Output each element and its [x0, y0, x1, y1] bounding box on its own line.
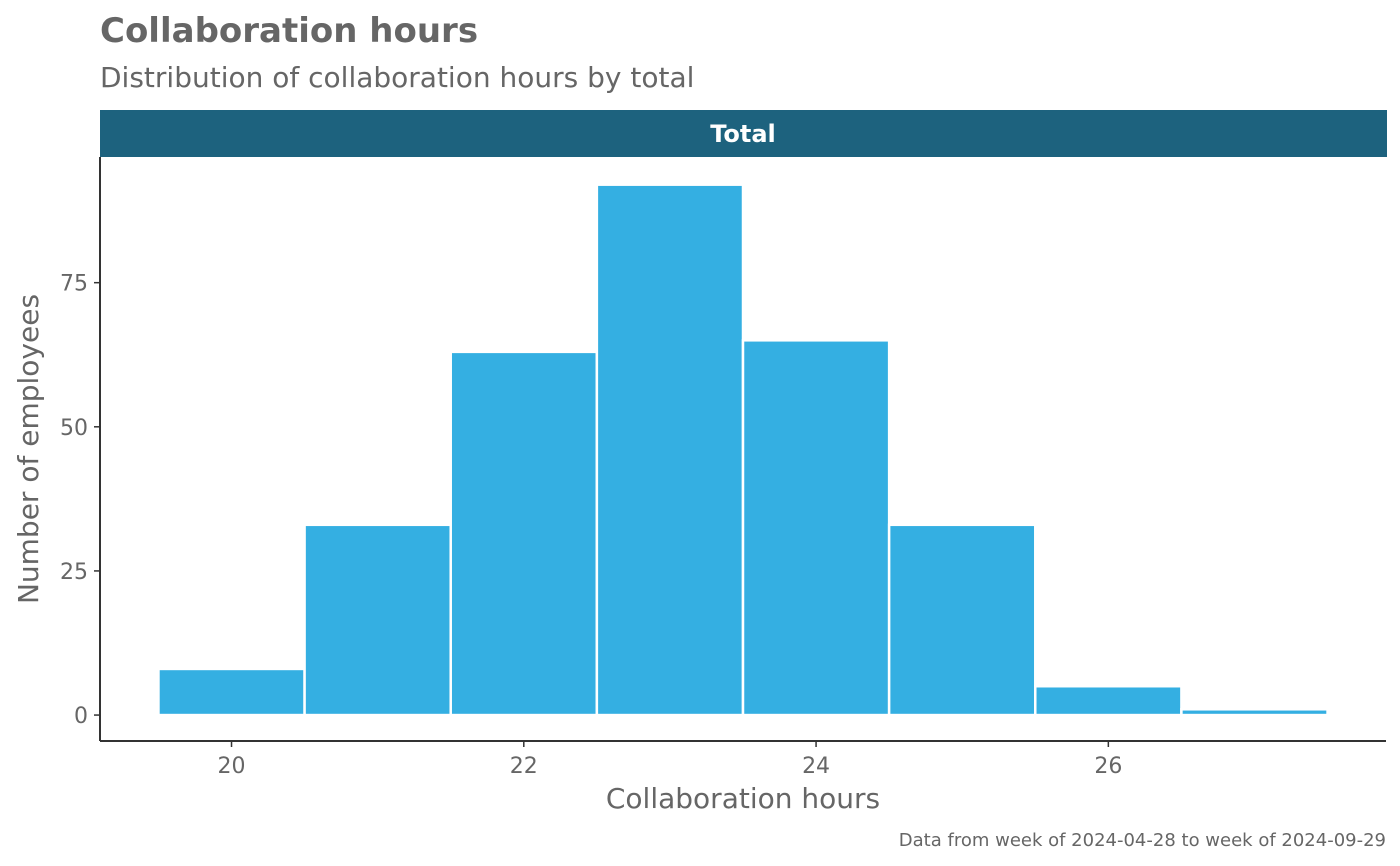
y-tick-label: 25 — [60, 560, 88, 585]
histogram-bar — [1034, 684, 1183, 717]
histogram-bar — [449, 350, 599, 717]
facet-strip-label: Total — [710, 120, 776, 148]
histogram-bar — [887, 523, 1037, 717]
x-axis-title: Collaboration hours — [606, 782, 880, 815]
histogram-bar — [303, 523, 452, 717]
y-tick-label: 75 — [60, 272, 88, 297]
x-tick-label: 24 — [802, 754, 830, 779]
y-axis-title: Number of employees — [12, 294, 45, 604]
y-tick-label: 0 — [74, 704, 88, 729]
histogram-bar — [1180, 708, 1329, 717]
bars-group — [157, 183, 1329, 717]
histogram-bar — [741, 339, 891, 717]
x-tick-label: 22 — [510, 754, 538, 779]
facet-strip — [100, 110, 1387, 157]
chart-subtitle: Distribution of collaboration hours by t… — [100, 61, 694, 94]
x-tick-label: 20 — [218, 754, 246, 779]
x-tick-label: 26 — [1094, 754, 1122, 779]
histogram-bar — [595, 183, 745, 717]
y-axis-ticks: 0 25 50 75 — [60, 272, 100, 729]
histogram-bar — [157, 667, 306, 717]
chart-title: Collaboration hours — [100, 11, 478, 51]
y-tick-label: 50 — [60, 416, 88, 441]
chart-caption: Data from week of 2024-04-28 to week of … — [899, 830, 1386, 851]
x-axis-ticks: 20 22 24 26 — [218, 741, 1122, 779]
